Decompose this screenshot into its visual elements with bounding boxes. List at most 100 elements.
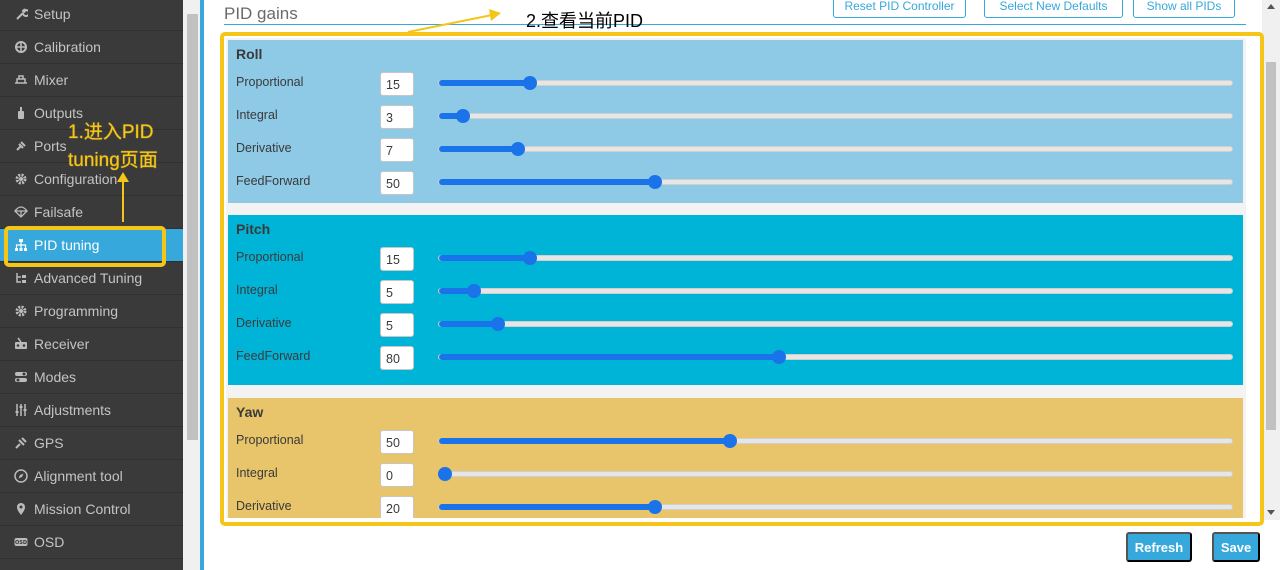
scroll-down-icon[interactable]: [1267, 510, 1275, 515]
sidebar-item-label: Calibration: [34, 39, 101, 55]
pid-slider[interactable]: [438, 350, 1233, 364]
pid-slider[interactable]: [438, 251, 1233, 265]
pid-slider-handle[interactable]: [523, 76, 538, 90]
sidebar-item-failsafe[interactable]: Failsafe: [0, 196, 183, 229]
bottle-icon: [14, 106, 28, 120]
wrench-icon: [14, 7, 28, 21]
pid-slider-fill: [439, 146, 519, 152]
pid-group-title: Pitch: [236, 221, 271, 237]
pid-slider[interactable]: [438, 142, 1233, 156]
pid-value-input[interactable]: 15: [380, 72, 414, 96]
pid-value-input[interactable]: 80: [380, 346, 414, 370]
pid-row-feedforward: FeedForward 50: [228, 171, 1243, 195]
sidebar-item-alignment-tool[interactable]: Alignment tool: [0, 460, 183, 493]
sidebar-item-label: Programming: [34, 303, 119, 319]
pid-row-integral: Integral 3: [228, 105, 1243, 129]
pid-row-proportional: Proportional 15: [228, 72, 1243, 96]
show-all-pids-button[interactable]: Show all PIDs: [1133, 0, 1235, 18]
pid-group-roll: Roll Proportional 15 Integral 3 Derivative 7 Fe…: [228, 40, 1243, 203]
sidebar-item-setup[interactable]: Setup: [0, 0, 183, 31]
pid-slider-fill: [439, 288, 474, 294]
pid-slider[interactable]: [438, 434, 1233, 448]
sidebar-item-osd[interactable]: OSD OSD: [0, 526, 183, 559]
hierarchy-icon: [14, 238, 28, 252]
pid-slider[interactable]: [438, 317, 1233, 331]
main-scrollbar[interactable]: [1262, 0, 1280, 520]
pid-value-input[interactable]: 5: [380, 313, 414, 337]
pid-slider-handle[interactable]: [647, 500, 662, 514]
pid-slider[interactable]: [438, 500, 1233, 514]
pid-value-input[interactable]: 3: [380, 105, 414, 129]
pid-slider-fill: [439, 80, 531, 86]
pid-group-pitch: Pitch Proportional 15 Integral 5 Derivative 5 F…: [228, 215, 1243, 385]
pid-row-label: Derivative: [236, 141, 292, 155]
pid-value-input[interactable]: 50: [380, 171, 414, 195]
pid-row-label: Integral: [236, 466, 278, 480]
sidebar-item-label: Failsafe: [34, 204, 84, 220]
sidebar-nav: Setup Calibration Mixer Outputs Ports Configu…: [0, 0, 183, 559]
sidebar-item-adjustments[interactable]: Adjustments: [0, 394, 183, 427]
pid-value-input[interactable]: 20: [380, 496, 414, 518]
refresh-button[interactable]: Refresh: [1126, 532, 1192, 562]
pid-slider-handle[interactable]: [523, 251, 538, 265]
compass-icon: [14, 469, 28, 483]
main-scrollbar-thumb[interactable]: [1266, 62, 1276, 430]
pid-slider[interactable]: [438, 467, 1233, 481]
sidebar-item-gps[interactable]: GPS: [0, 427, 183, 460]
sidebar-item-outputs[interactable]: Outputs: [0, 97, 183, 130]
svg-text:OSD: OSD: [15, 540, 27, 546]
gear-icon: [14, 172, 28, 186]
scroll-up-icon[interactable]: [1267, 4, 1275, 9]
pid-slider-handle[interactable]: [723, 434, 738, 448]
osd-icon: OSD: [14, 535, 28, 549]
pid-slider-handle[interactable]: [490, 317, 505, 331]
pid-slider[interactable]: [438, 175, 1233, 189]
select-new-defaults-button[interactable]: Select New Defaults: [984, 0, 1123, 18]
sliders-icon: [14, 403, 28, 417]
sidebar-scrollbar-thumb[interactable]: [187, 14, 198, 440]
pid-value-input[interactable]: 15: [380, 247, 414, 271]
crosshair-icon: [14, 40, 28, 54]
pid-value-input[interactable]: 0: [380, 463, 414, 487]
sidebar-item-modes[interactable]: Modes: [0, 361, 183, 394]
sidebar-item-configuration[interactable]: Configuration: [0, 163, 183, 196]
sidebar-item-mission-control[interactable]: Mission Control: [0, 493, 183, 526]
annotation-step1-line2: tuning页面: [68, 150, 158, 171]
sidebar-item-label: GPS: [34, 435, 64, 451]
pid-value-input[interactable]: 5: [380, 280, 414, 304]
sidebar-item-pid-tuning[interactable]: PID tuning: [0, 229, 183, 262]
sidebar-item-advanced-tuning[interactable]: Advanced Tuning: [0, 262, 183, 295]
pid-slider[interactable]: [438, 76, 1233, 90]
sidebar-item-calibration[interactable]: Calibration: [0, 31, 183, 64]
pid-value-input[interactable]: 7: [380, 138, 414, 162]
pid-slider-handle[interactable]: [511, 142, 526, 156]
sidebar-item-label: Mission Control: [34, 501, 131, 517]
pid-slider-handle[interactable]: [647, 175, 662, 189]
sidebar-item-ports[interactable]: Ports: [0, 130, 183, 163]
pid-slider-handle[interactable]: [438, 467, 453, 481]
sidebar-item-label: Alignment tool: [34, 468, 123, 484]
sidebar-item-label: Mixer: [34, 72, 69, 88]
pid-slider-handle[interactable]: [455, 109, 470, 123]
pid-slider[interactable]: [438, 284, 1233, 298]
pid-slider-handle[interactable]: [466, 284, 481, 298]
pid-slider-handle[interactable]: [772, 350, 787, 364]
pid-slider-fill: [439, 255, 531, 261]
parachute-icon: [14, 205, 28, 219]
section-title: PID gains: [224, 4, 298, 23]
sidebar-scrollbar[interactable]: [183, 0, 202, 570]
reset-pid-controller-button[interactable]: Reset PID Controller: [833, 0, 966, 18]
tree-icon: [14, 271, 28, 285]
main-content: PID gains Reset PID Controller Select Ne…: [204, 0, 1262, 570]
sidebar-item-mixer[interactable]: Mixer: [0, 64, 183, 97]
pid-slider[interactable]: [438, 109, 1233, 123]
save-button[interactable]: Save: [1212, 532, 1260, 562]
pid-row-integral: Integral 0: [228, 463, 1243, 487]
pid-value-input[interactable]: 50: [380, 430, 414, 454]
pid-row-feedforward: FeedForward 80: [228, 346, 1243, 370]
sidebar-item-programming[interactable]: Programming: [0, 295, 183, 328]
pid-row-label: Integral: [236, 283, 278, 297]
sidebar-item-receiver[interactable]: Receiver: [0, 328, 183, 361]
pid-group-title: Roll: [236, 46, 263, 62]
